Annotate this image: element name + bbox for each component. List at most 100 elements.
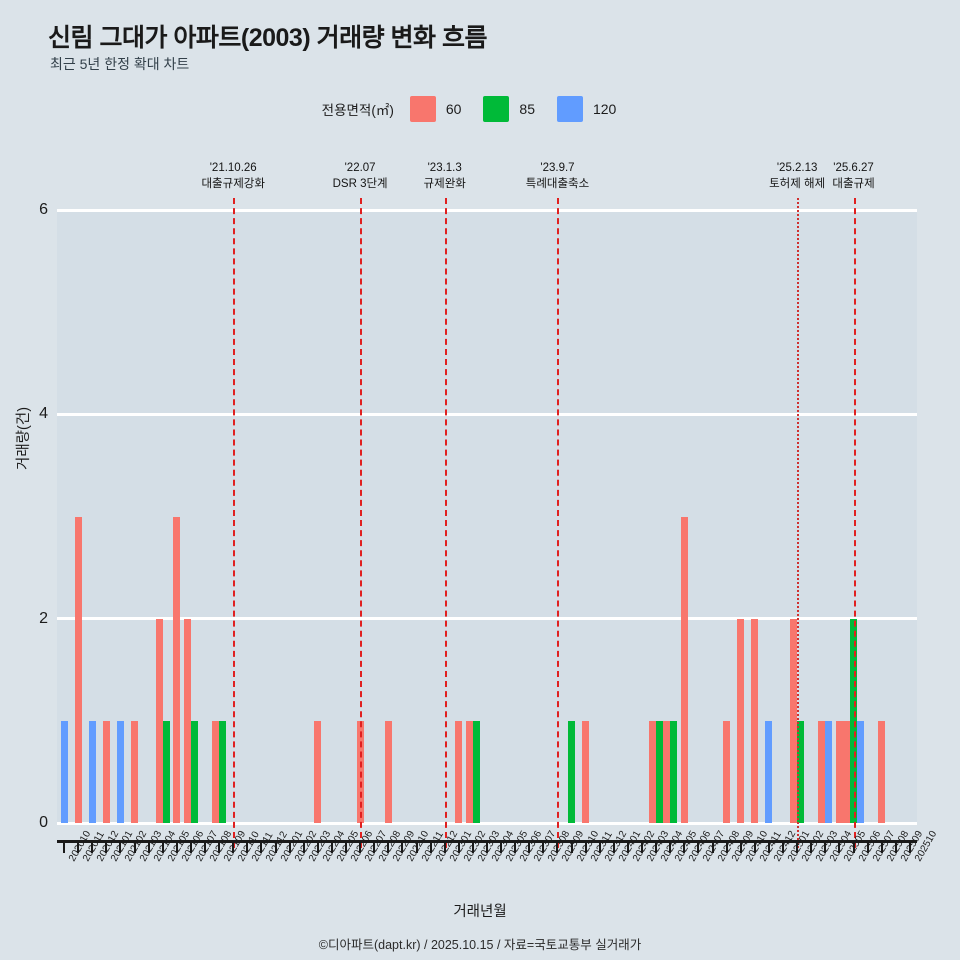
y-tick-label-6: 6 <box>39 201 48 218</box>
x-tick-202502 <box>796 840 799 853</box>
x-tick-202306 <box>514 840 517 853</box>
x-tick-202303 <box>471 840 474 853</box>
bar-202506-120[interactable] <box>857 720 865 823</box>
bar-202404-60[interactable] <box>649 720 657 823</box>
x-tick-202110 <box>232 840 235 853</box>
x-tick-202105 <box>161 840 164 853</box>
event-date-202502: '25.2.13 <box>776 162 818 174</box>
x-tick-202109 <box>218 840 221 853</box>
x-tick-202508 <box>880 840 883 853</box>
x-tick-202310 <box>570 840 573 853</box>
bar-202011-60[interactable] <box>74 516 82 823</box>
y-tick-label-0: 0 <box>39 814 48 831</box>
x-tick-202102 <box>119 840 122 853</box>
bar-202505-60[interactable] <box>835 720 843 823</box>
y-tick-label-4: 4 <box>39 405 48 423</box>
legend-item-120[interactable]: 120 <box>556 96 638 122</box>
x-tick-202404 <box>655 840 658 853</box>
bar-202109-85[interactable] <box>219 720 227 823</box>
bar-202106-60[interactable] <box>173 516 181 823</box>
event-date-202110: '21.10.26 <box>209 162 257 174</box>
x-tick-202201 <box>274 840 277 853</box>
x-tick-202304 <box>486 840 488 853</box>
x-tick-202307 <box>528 840 531 853</box>
x-tick-202207 <box>359 840 362 853</box>
bar-202405-60[interactable] <box>663 720 671 823</box>
bar-202506-60[interactable] <box>843 720 851 823</box>
x-tick-202505 <box>838 840 841 853</box>
bar-202504-60[interactable] <box>818 720 826 823</box>
gridline-4 <box>57 412 917 416</box>
bar-202504-120[interactable] <box>825 720 833 823</box>
bar-202412-120[interactable] <box>765 720 773 823</box>
event-date-202207: '22.07 <box>344 162 376 174</box>
x-tick-202402 <box>626 840 629 853</box>
page-subtitle: 최근 5년 한정 확대 차트 <box>50 56 190 72</box>
legend-swatch-icon-85 <box>483 96 510 122</box>
bar-202406-60[interactable] <box>680 516 688 823</box>
bar-202502-85[interactable] <box>797 720 805 823</box>
bar-202105-85[interactable] <box>162 720 170 823</box>
bar-202107-60[interactable] <box>183 618 191 823</box>
event-vline-202506 <box>853 198 856 848</box>
x-tick-202510 <box>908 840 911 853</box>
bar-202508-60[interactable] <box>878 720 886 823</box>
bar-202010-120[interactable] <box>60 720 68 823</box>
legend-title: 전용면적(㎡) <box>321 103 394 118</box>
x-tick-202411 <box>753 840 756 853</box>
x-tick-202209 <box>387 840 390 853</box>
x-tick-202409 <box>725 840 728 853</box>
bar-202102-120[interactable] <box>116 720 124 823</box>
bar-202204-60[interactable] <box>314 720 322 823</box>
x-tick-202111 <box>246 840 249 853</box>
bar-202411-60[interactable] <box>751 618 759 823</box>
bar-202209-60[interactable] <box>384 720 392 823</box>
bar-202107-85[interactable] <box>190 720 198 823</box>
bar-202404-85[interactable] <box>656 720 664 823</box>
x-tick-202503 <box>810 840 813 853</box>
bar-202012-120[interactable] <box>88 720 96 823</box>
legend-label-60: 60 <box>445 101 462 117</box>
x-tick-202403 <box>641 840 644 853</box>
chart-legend: 전용면적(㎡) 60 85 120 <box>0 96 960 122</box>
bar-202103-60[interactable] <box>131 720 139 823</box>
bar-202405-85[interactable] <box>670 720 678 823</box>
event-vline-202207 <box>360 198 363 848</box>
bar-202310-85[interactable] <box>568 720 576 823</box>
x-tick-202406 <box>683 840 686 853</box>
x-tick-202202 <box>288 840 291 853</box>
bar-202105-60[interactable] <box>155 618 163 823</box>
x-tick-202205 <box>330 840 333 853</box>
event-text-202301: 규제완화 <box>423 178 466 190</box>
event-vline-202110 <box>233 198 236 848</box>
x-tick-202312 <box>598 840 601 853</box>
legend-item-85[interactable]: 85 <box>483 96 557 122</box>
event-label-202502: '25.2.13 토허제 해제 <box>717 160 877 192</box>
x-tick-202101 <box>105 840 108 853</box>
event-text-202309: 특례대출축소 <box>525 178 590 190</box>
bar-202101-60[interactable] <box>102 720 110 823</box>
bar-202502-60[interactable] <box>790 618 798 823</box>
x-tick-202401 <box>612 840 615 853</box>
bar-202303-60[interactable] <box>465 720 473 823</box>
bar-202409-60[interactable] <box>723 720 731 823</box>
event-text-202110: 대출규제강화 <box>201 178 265 190</box>
x-tick-202301 <box>443 840 446 853</box>
event-text-202506: 대출규제 <box>832 178 875 190</box>
legend-swatch-icon-120 <box>556 96 583 122</box>
x-tick-202203 <box>302 840 305 853</box>
x-tick-202311 <box>584 840 587 853</box>
bar-202109-60[interactable] <box>212 720 220 823</box>
bar-202303-85[interactable] <box>472 720 480 823</box>
x-tick-202211 <box>415 840 418 853</box>
event-label-202309: '23.9.7 특례대출축소 <box>477 160 637 192</box>
legend-item-60[interactable]: 60 <box>409 96 484 122</box>
event-vline-202502 <box>797 198 800 848</box>
bar-202302-60[interactable] <box>455 720 463 823</box>
event-label-202207: '22.07 DSR 3단계 <box>280 160 440 192</box>
bar-202410-60[interactable] <box>737 618 745 823</box>
event-date-202506: '25.6.27 <box>833 162 874 174</box>
gridline-0 <box>57 821 917 825</box>
x-tick-202103 <box>133 840 136 853</box>
bar-202311-60[interactable] <box>582 720 590 823</box>
